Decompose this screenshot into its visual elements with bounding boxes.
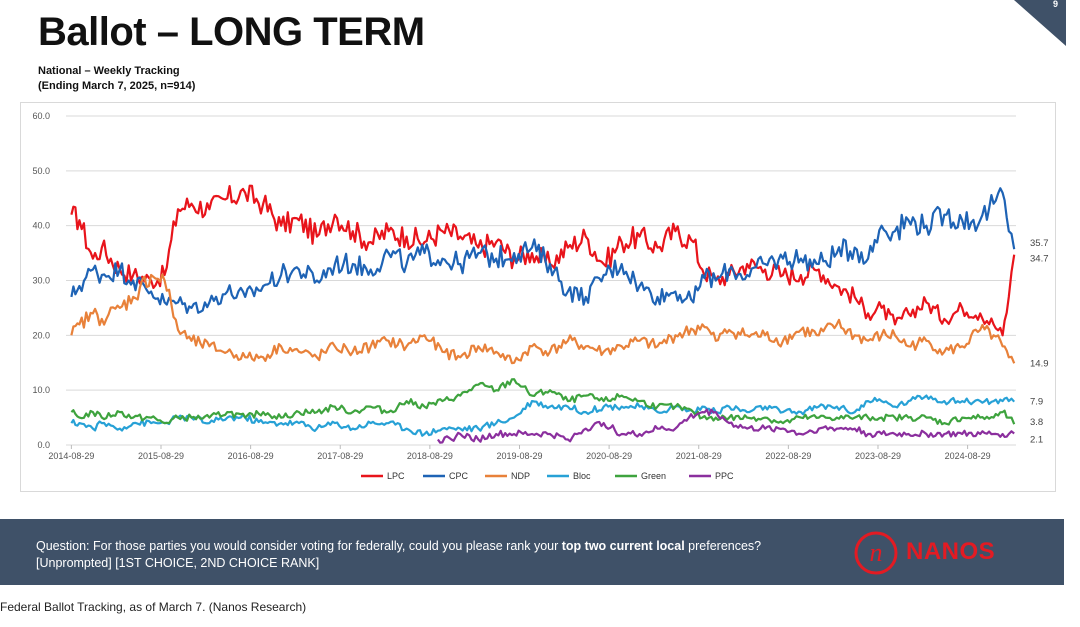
x-tick-label: 2018-08-29 xyxy=(407,451,453,461)
x-tick-label: 2021-08-29 xyxy=(676,451,722,461)
logo-wordmark: NANOS xyxy=(906,538,996,565)
x-tick-label: 2023-08-29 xyxy=(855,451,901,461)
y-tick-label: 40.0 xyxy=(32,221,50,231)
question-footer: Question: For those parties you would co… xyxy=(0,519,1064,585)
end-value-label: 34.7 xyxy=(1030,254,1049,265)
y-tick-label: 50.0 xyxy=(32,166,50,176)
y-tick-label: 30.0 xyxy=(32,276,50,286)
series-line-ndp xyxy=(70,273,1016,365)
end-value-label: 2.1 xyxy=(1030,434,1043,445)
legend-label-cpc: CPC xyxy=(449,471,469,481)
nanos-logo-icon: n xyxy=(854,531,898,575)
x-tick-label: 2020-08-29 xyxy=(586,451,632,461)
end-value-label: 14.9 xyxy=(1030,358,1049,369)
question-prefix: Question: For those parties you would co… xyxy=(36,539,562,553)
nanos-logo: n NANOS xyxy=(852,530,1012,576)
series-line-cpc xyxy=(70,187,1016,314)
x-tick-label: 2022-08-29 xyxy=(765,451,811,461)
logo-mark: n xyxy=(870,538,883,567)
y-tick-label: 20.0 xyxy=(32,330,50,340)
legend-label-bloc: Bloc xyxy=(573,471,591,481)
image-caption: Federal Ballot Tracking, as of March 7. … xyxy=(0,600,307,614)
question-suffix: preferences? [Unprompted] [1ST CHOICE, 2… xyxy=(36,539,762,570)
x-tick-label: 2017-08-29 xyxy=(317,451,363,461)
question-text: Question: For those parties you would co… xyxy=(36,538,826,572)
y-tick-label: 10.0 xyxy=(32,385,50,395)
x-tick-label: 2024-08-29 xyxy=(945,451,991,461)
subtitle-tracking: National – Weekly Tracking xyxy=(38,65,180,77)
x-tick-label: 2016-08-29 xyxy=(228,451,274,461)
x-tick-label: 2014-08-29 xyxy=(48,451,94,461)
series-line-lpc xyxy=(70,184,1016,337)
legend-label-ppc: PPC xyxy=(715,471,734,481)
x-tick-label: 2015-08-29 xyxy=(138,451,184,461)
series-line-bloc xyxy=(70,394,1016,437)
y-tick-label: 0.0 xyxy=(37,440,50,450)
chart-subtitle: National – Weekly Tracking (Ending March… xyxy=(38,64,195,94)
question-bold: top two current local xyxy=(561,539,685,553)
legend-label-lpc: LPC xyxy=(387,471,405,481)
subtitle-sample: (Ending March 7, 2025, n=914) xyxy=(38,80,196,92)
series-line-green xyxy=(70,378,1016,426)
page-title: Ballot – LONG TERM xyxy=(38,10,425,54)
page-number: 9 xyxy=(1052,0,1058,9)
end-value-label: 3.8 xyxy=(1030,417,1043,428)
legend-label-ndp: NDP xyxy=(511,471,530,481)
y-tick-label: 60.0 xyxy=(32,111,50,121)
chart-area: 0.0 10.0 20.0 30.0 40.0 50.0 60.0 2014-08-29 201… xyxy=(20,102,1056,492)
x-tick-label: 2019-08-29 xyxy=(496,451,542,461)
corner-flag-icon xyxy=(1014,0,1066,46)
legend-label-green: Green xyxy=(641,471,666,481)
line-chart: 0.0 10.0 20.0 30.0 40.0 50.0 60.0 2014-08-29 201… xyxy=(32,111,1049,481)
end-value-label: 7.9 xyxy=(1030,397,1043,408)
end-value-label: 35.7 xyxy=(1030,238,1049,249)
series-line-ppc xyxy=(437,408,1015,444)
